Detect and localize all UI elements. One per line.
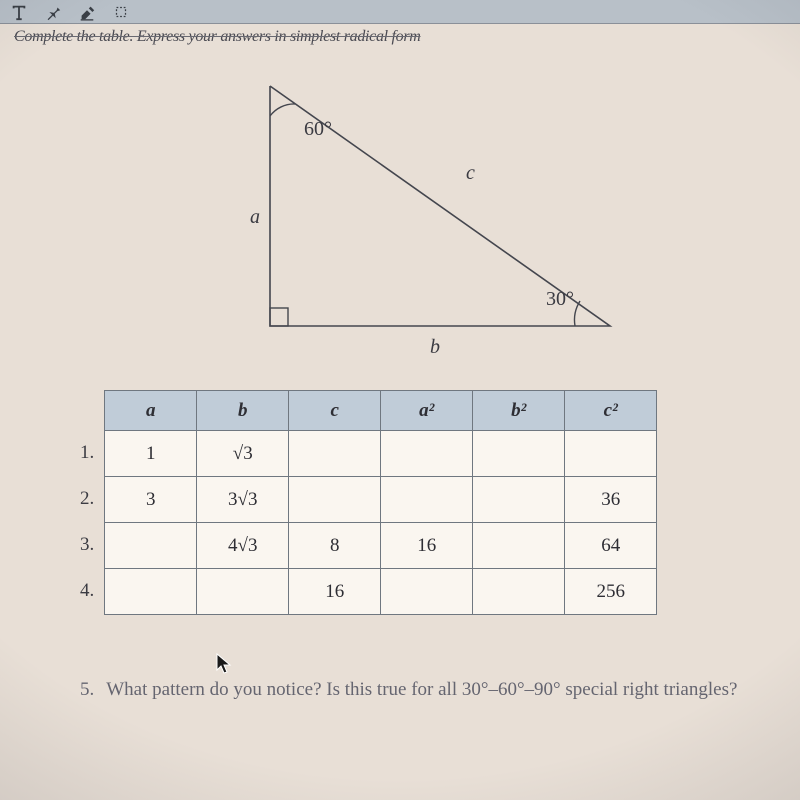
crop-tool-icon[interactable]: [112, 3, 130, 21]
cell[interactable]: 3: [105, 477, 197, 523]
right-angle-square: [270, 308, 288, 326]
cell[interactable]: √3: [197, 431, 289, 477]
top-angle-arc: [270, 104, 295, 116]
triangle-figure: 60° 30° a b c: [150, 66, 650, 366]
cell[interactable]: 8: [289, 523, 381, 569]
cell[interactable]: 36: [565, 477, 657, 523]
col-header: b²: [473, 391, 565, 431]
cell[interactable]: 16: [381, 523, 473, 569]
triangle-svg: [150, 66, 630, 366]
table-header-row: a b c a² b² c²: [105, 391, 657, 431]
row-label: 4.: [80, 568, 94, 614]
question-5-number: 5.: [80, 679, 94, 701]
cell[interactable]: [289, 431, 381, 477]
table-area: 1. 2. 3. 4. a b c a² b² c² 1 √3: [80, 390, 740, 615]
row-label: 3.: [80, 522, 94, 568]
cell[interactable]: [381, 431, 473, 477]
cell[interactable]: [473, 477, 565, 523]
col-header: a: [105, 391, 197, 431]
values-table: a b c a² b² c² 1 √3 3: [104, 390, 657, 615]
text-tool-icon[interactable]: [10, 3, 28, 21]
question-5: 5. What pattern do you notice? Is this t…: [80, 679, 740, 701]
col-header: a²: [381, 391, 473, 431]
table-row: 1 √3: [105, 431, 657, 477]
pin-tool-icon[interactable]: [44, 3, 62, 21]
cell[interactable]: [105, 523, 197, 569]
cell[interactable]: [473, 431, 565, 477]
mouse-cursor-icon: [215, 652, 235, 676]
cell[interactable]: [473, 523, 565, 569]
cell[interactable]: [105, 569, 197, 615]
row-label: 1.: [80, 430, 94, 476]
cell[interactable]: 256: [565, 569, 657, 615]
table-row: 4√3 8 16 64: [105, 523, 657, 569]
cell[interactable]: [381, 569, 473, 615]
row-number-column: 1. 2. 3. 4.: [80, 430, 94, 614]
row-label: 2.: [80, 476, 94, 522]
cell[interactable]: [289, 477, 381, 523]
col-header: c²: [565, 391, 657, 431]
col-header: c: [289, 391, 381, 431]
angle-top-label: 60°: [304, 118, 332, 141]
side-b-label: b: [430, 336, 440, 359]
toolbar: [0, 0, 800, 24]
table-row: 16 256: [105, 569, 657, 615]
angle-right-label: 30°: [546, 288, 574, 311]
cell[interactable]: 16: [289, 569, 381, 615]
page-content: 60° 30° a b c 1. 2. 3. 4. a b c a² b² c²: [0, 46, 800, 701]
cell[interactable]: [197, 569, 289, 615]
cell[interactable]: 1: [105, 431, 197, 477]
instruction-text: Complete the table. Express your answers…: [0, 24, 800, 46]
cell[interactable]: [565, 431, 657, 477]
table-row: 3 3√3 36: [105, 477, 657, 523]
highlighter-tool-icon[interactable]: [78, 3, 96, 21]
side-c-label: c: [466, 162, 475, 185]
cell[interactable]: [381, 477, 473, 523]
cell[interactable]: [473, 569, 565, 615]
cell[interactable]: 4√3: [197, 523, 289, 569]
question-5-text: What pattern do you notice? Is this true…: [106, 679, 737, 701]
side-a-label: a: [250, 206, 260, 229]
cell[interactable]: 64: [565, 523, 657, 569]
cell[interactable]: 3√3: [197, 477, 289, 523]
col-header: b: [197, 391, 289, 431]
